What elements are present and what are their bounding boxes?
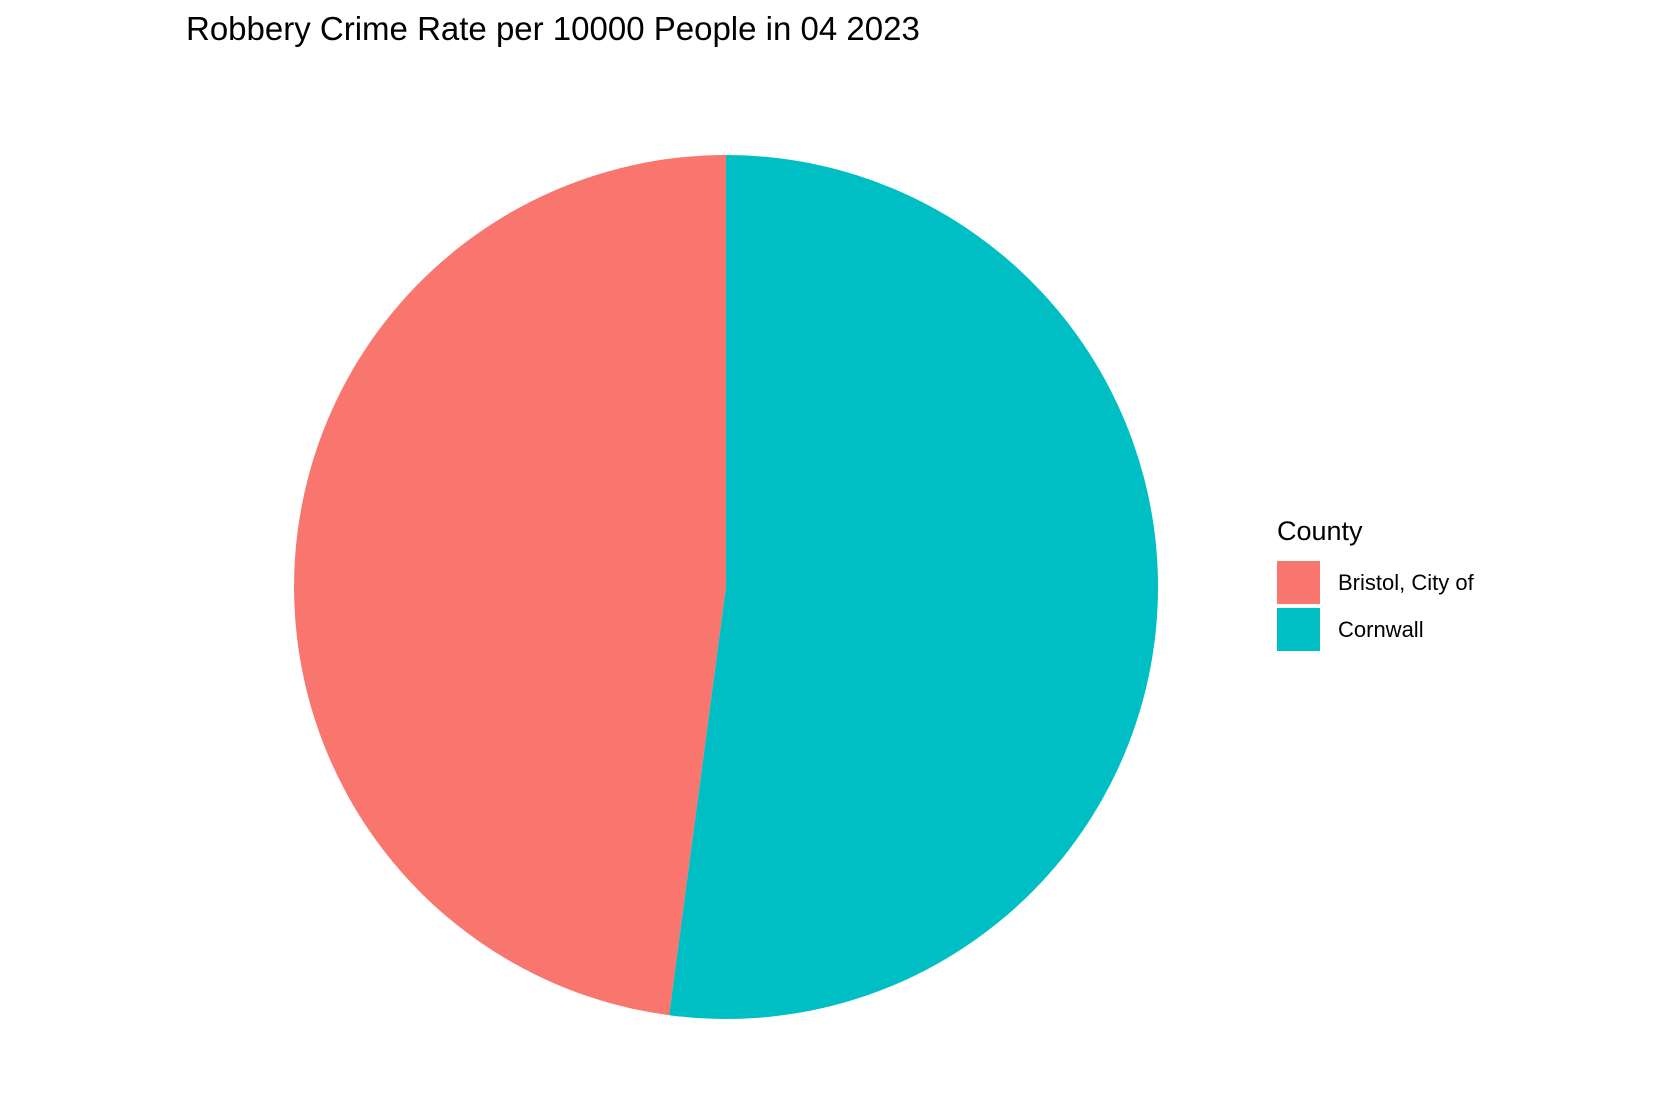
legend-item-bristol: Bristol, City of xyxy=(1277,559,1474,606)
legend-key-cornwall xyxy=(1277,608,1320,651)
legend-label-cornwall: Cornwall xyxy=(1338,616,1424,642)
legend: County Bristol, City of Cornwall xyxy=(1277,516,1474,653)
legend-item-cornwall: Cornwall xyxy=(1277,606,1474,653)
chart-title: Robbery Crime Rate per 10000 People in 0… xyxy=(186,10,920,47)
legend-key-bristol xyxy=(1277,561,1320,604)
legend-title: County xyxy=(1277,516,1363,546)
legend-label-bristol: Bristol, City of xyxy=(1338,569,1474,595)
pie-slice-cornwall xyxy=(669,154,1159,1019)
pie-slice-bristol-city-of xyxy=(294,155,726,1016)
